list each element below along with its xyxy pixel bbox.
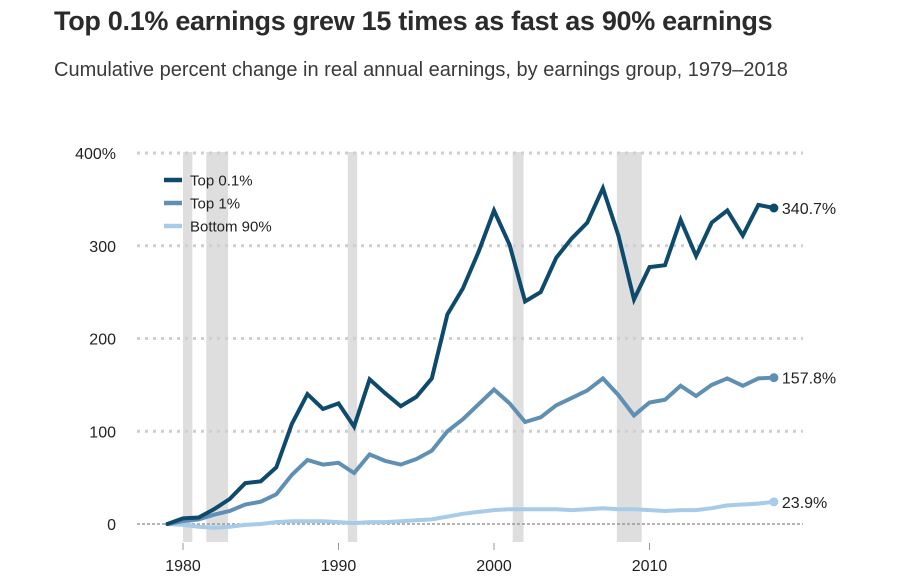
end-point-top-0-1 bbox=[769, 203, 779, 213]
chart-title: Top 0.1% earnings grew 15 times as fast … bbox=[54, 6, 773, 36]
x-tick-label: 1990 bbox=[321, 558, 357, 575]
y-tick-label: 300 bbox=[89, 239, 116, 256]
legend-label: Top 0.1% bbox=[190, 173, 253, 190]
series-line-top-1 bbox=[165, 375, 776, 526]
legend: Top 0.1% Top 1% Bottom 90% bbox=[164, 173, 272, 236]
y-tick-label: 400% bbox=[75, 146, 116, 163]
recession-bar bbox=[616, 152, 642, 542]
recession-bar bbox=[206, 152, 229, 542]
x-tick-label: 2000 bbox=[476, 558, 512, 575]
end-point-bottom-90 bbox=[769, 497, 779, 507]
series-line-bottom-90 bbox=[165, 499, 776, 530]
y-axis: 0 100 200 300 400% bbox=[75, 146, 116, 534]
recession-bar bbox=[183, 152, 193, 542]
recession-bar bbox=[512, 152, 524, 542]
y-tick-label: 0 bbox=[107, 517, 116, 534]
legend-label: Bottom 90% bbox=[190, 219, 272, 236]
x-tick-label: 2010 bbox=[632, 558, 668, 575]
y-tick-label: 100 bbox=[89, 424, 116, 441]
end-label-top-1: 157.8% bbox=[782, 371, 836, 388]
series-line-top-0-1 bbox=[165, 182, 776, 526]
series-lines: 23.9% 157.8% 340.7% bbox=[165, 182, 836, 530]
x-axis: 1980 1990 2000 2010 bbox=[165, 543, 667, 575]
legend-label: Top 1% bbox=[190, 196, 240, 213]
recession-bar bbox=[347, 152, 358, 542]
recession-bars bbox=[183, 152, 642, 542]
chart-subtitle: Cumulative percent change in real annual… bbox=[54, 59, 788, 81]
y-tick-label: 200 bbox=[89, 332, 116, 349]
x-tick-label: 1980 bbox=[165, 558, 201, 575]
end-label-top-0-1: 340.7% bbox=[782, 201, 836, 218]
end-label-bottom-90: 23.9% bbox=[782, 495, 827, 512]
end-point-top-1 bbox=[769, 373, 779, 383]
